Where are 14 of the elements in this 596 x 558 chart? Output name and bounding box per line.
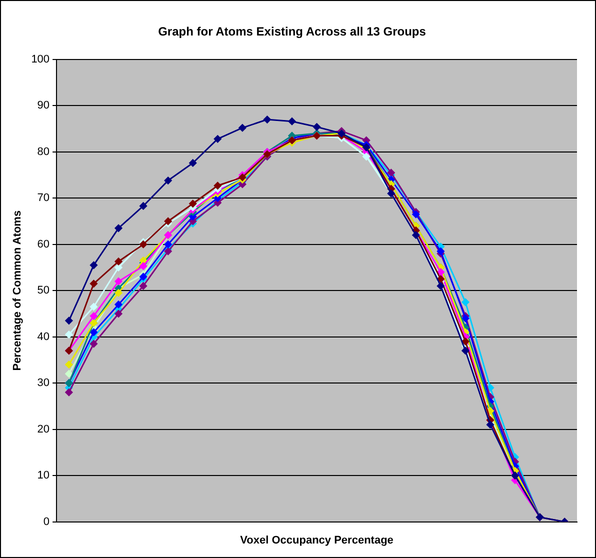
y-tick-label: 90 (37, 100, 50, 112)
y-tick-label: 10 (37, 470, 50, 482)
y-tick-label: 50 (37, 284, 50, 297)
y-tick-label: 60 (37, 238, 50, 250)
y-tick-label: 100 (31, 53, 50, 66)
y-tick-label: 40 (37, 330, 50, 343)
y-tick-label: 80 (37, 146, 50, 158)
y-tick-label: 70 (37, 192, 50, 204)
y-tick-label: 0 (43, 516, 50, 528)
y-tick-label: 20 (37, 423, 50, 436)
chart-title: Graph for Atoms Existing Across all 13 Groups (158, 24, 426, 39)
x-axis-title: Voxel Occupancy Percentage (240, 534, 394, 546)
y-axis-title: Percentage of Common Atoms (12, 210, 24, 371)
y-tick-label: 30 (37, 377, 50, 390)
